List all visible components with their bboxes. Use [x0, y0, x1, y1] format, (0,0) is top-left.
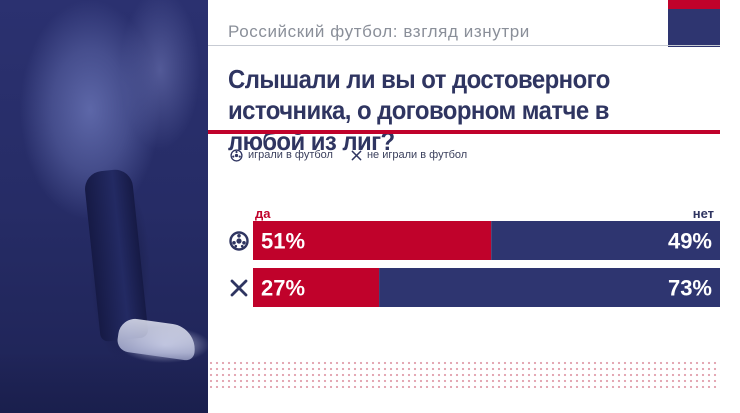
cross-icon — [351, 150, 362, 160]
row-icon-cross — [230, 279, 248, 297]
page-subtitle: Российский футбол: взгляд изнутри — [228, 22, 530, 41]
series-label-no: нет — [692, 206, 714, 221]
value-label-yes-1: 27% — [261, 276, 305, 301]
subtitle-divider — [208, 45, 720, 46]
value-label-no-0: 49% — [668, 229, 712, 254]
legend-label-not-played: не играли в футбол — [366, 149, 468, 161]
photo-grass-shade — [0, 353, 208, 413]
title-divider — [208, 130, 720, 134]
background-photo — [0, 0, 208, 413]
bar-no-0 — [491, 221, 720, 260]
dotted-footer-decoration — [208, 360, 720, 388]
legend-item-played: играли в футбол — [230, 148, 333, 162]
flag-blue-block — [668, 9, 720, 47]
series-label-yes: да — [255, 206, 271, 221]
bar-yes-0 — [253, 221, 492, 260]
soccer-ball-icon — [230, 148, 243, 162]
value-label-no-1: 73% — [668, 276, 712, 301]
value-label-yes-0: 51% — [261, 229, 305, 254]
legend-label-played: играли в футбол — [248, 149, 333, 161]
legend-item-not-played: не играли в футбол — [351, 149, 467, 161]
legend: играли в футбол не играли в футбол — [230, 148, 485, 162]
flag-red-stripe — [668, 0, 720, 9]
bar-yes-1 — [253, 268, 380, 307]
flag-decoration — [668, 0, 720, 47]
bar-no-1 — [379, 268, 720, 307]
row-icon-soccer-ball — [229, 231, 249, 251]
